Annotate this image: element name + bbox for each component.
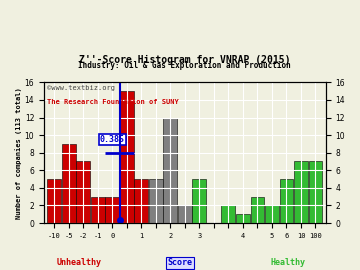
Bar (62, 144, 76, 223)
Bar (163, 117, 177, 223)
Text: The Research Foundation of SUNY: The Research Foundation of SUNY (47, 99, 179, 105)
Y-axis label: Number of companies (113 total): Number of companies (113 total) (15, 87, 22, 219)
Text: Healthy: Healthy (270, 258, 306, 267)
Bar (251, 197, 264, 223)
Bar (149, 179, 163, 223)
Bar (221, 205, 235, 223)
Text: Score: Score (167, 258, 193, 267)
Bar (76, 161, 90, 223)
Bar (134, 179, 148, 223)
Title: Z''-Score Histogram for VNRAP (2015): Z''-Score Histogram for VNRAP (2015) (79, 55, 291, 65)
Bar (309, 161, 323, 223)
Bar (193, 179, 206, 223)
Bar (280, 179, 293, 223)
Text: ©www.textbiz.org: ©www.textbiz.org (47, 85, 115, 91)
Text: Unhealthy: Unhealthy (57, 258, 102, 267)
Bar (120, 91, 134, 223)
Bar (105, 197, 119, 223)
Bar (236, 214, 250, 223)
Text: 0.385: 0.385 (100, 135, 125, 144)
Bar (178, 205, 192, 223)
Text: Industry: Oil & Gas Exploration and Production: Industry: Oil & Gas Exploration and Prod… (78, 60, 291, 69)
Bar (47, 179, 61, 223)
Bar (91, 197, 105, 223)
Bar (265, 205, 279, 223)
Bar (294, 161, 308, 223)
